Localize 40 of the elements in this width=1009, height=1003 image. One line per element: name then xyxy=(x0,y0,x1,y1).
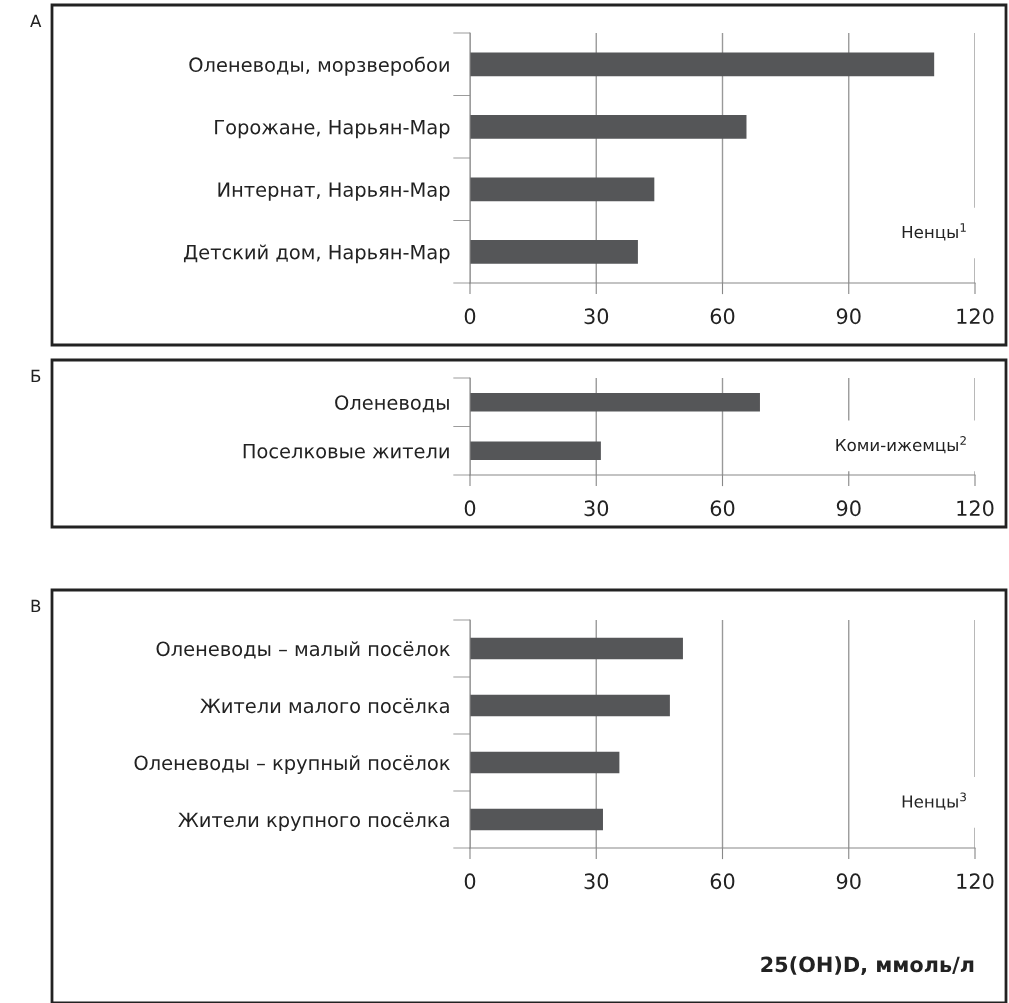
annotation: Ненцы$^{1}$ xyxy=(902,223,966,241)
x-tick-label: 30 xyxy=(584,500,609,517)
y-tick-label: Жители крупного посёлка xyxy=(178,812,449,831)
x-tick-label: 30 xyxy=(584,308,609,325)
y-tick-label: Горожане, Нарьян-Мар xyxy=(215,119,450,139)
x-tick-label: 60 xyxy=(710,500,735,517)
y-tick-label: Оленеводы – крупный посёлок xyxy=(134,755,450,774)
x-tick-label: 120 xyxy=(957,873,994,890)
bar xyxy=(470,751,620,774)
text: А xyxy=(30,14,42,27)
bar xyxy=(470,177,655,202)
x-tick-label: 0 xyxy=(464,500,476,517)
text: В xyxy=(31,599,41,612)
x-tick-label: 90 xyxy=(836,873,861,890)
x-tick-label: 60 xyxy=(710,873,735,890)
text: Б xyxy=(31,369,41,382)
y-tick-label: Оленеводы xyxy=(335,395,449,413)
y-tick-label: Оленеводы – малый посёлок xyxy=(156,641,450,659)
x-tick-label: 0 xyxy=(464,873,476,890)
x-tick-label: 30 xyxy=(584,873,609,890)
x-tick-label: 90 xyxy=(836,308,861,325)
x-tick-label: 120 xyxy=(957,500,994,517)
y-tick-label: Поселковые жители xyxy=(243,443,449,459)
bar xyxy=(470,239,638,264)
y-tick-label: Детский дом, Нарьян-Мар xyxy=(183,244,450,264)
y-tick-label: Интернат, Нарьян-Мар xyxy=(218,182,450,201)
x-axis-title: 25(OH)D, ммоль/л xyxy=(761,956,974,975)
bar xyxy=(470,637,683,660)
y-tick-label: Жители малого посёлка xyxy=(200,698,449,714)
annotation: Коми-ижемцы$^{2}$ xyxy=(836,436,966,454)
x-tick-label: 120 xyxy=(957,308,994,325)
bar xyxy=(470,694,670,717)
annotation: Ненцы$^{3}$ xyxy=(902,792,966,810)
y-tick-label: Оленеводы, морзверобои xyxy=(189,56,449,76)
bar xyxy=(470,114,747,139)
bar xyxy=(470,52,935,77)
x-tick-label: 0 xyxy=(464,308,476,325)
bar xyxy=(470,808,603,831)
x-tick-label: 60 xyxy=(710,308,735,325)
x-tick-label: 90 xyxy=(836,500,861,517)
